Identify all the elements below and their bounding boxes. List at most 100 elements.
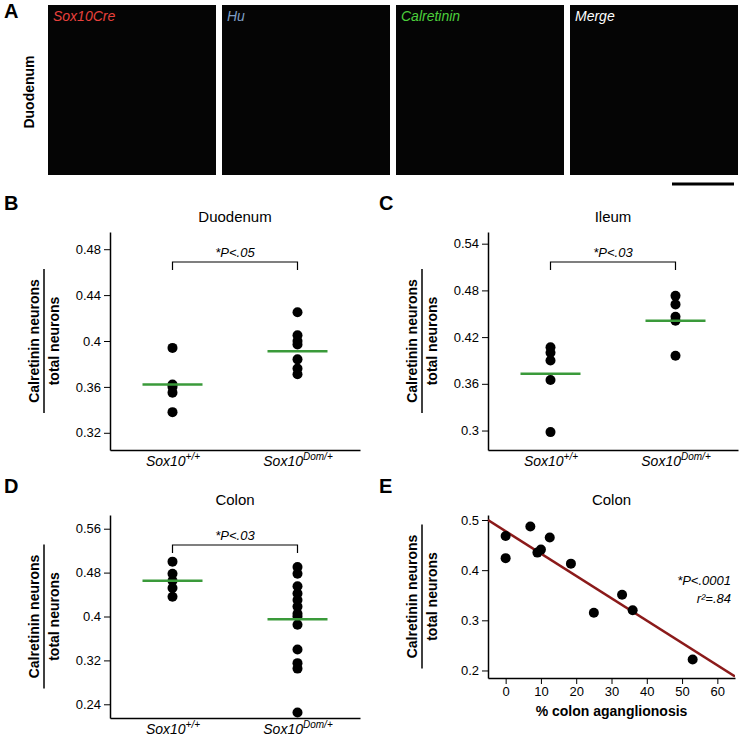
image-label: Merge: [575, 8, 615, 24]
data-point: [168, 388, 178, 398]
tick-mark: [104, 295, 110, 296]
plot-area: [488, 520, 735, 676]
tick-label: 0.4: [461, 563, 479, 578]
y-label-denominator: total neurons: [46, 572, 62, 661]
panel-label: B: [4, 192, 18, 214]
tick: 0.24: [76, 697, 110, 712]
tick: 0.54: [454, 236, 488, 251]
tick-label: 0.48: [76, 565, 101, 580]
y-label-denominator: total neurons: [424, 296, 440, 385]
y-axis-title: Calretinin neuronstotal neurons: [26, 269, 62, 413]
data-point: [671, 299, 681, 309]
tick-label: 0.42: [454, 330, 479, 345]
tick-mark: [482, 337, 488, 338]
chart-title: Ileum: [595, 208, 632, 225]
figure: ADuodenumSox10CreHuCalretininMergeBDuode…: [0, 0, 747, 739]
data-point: [671, 351, 681, 361]
tick: 0: [503, 678, 510, 699]
annotation: *P<.03: [593, 245, 633, 260]
mean-line: [143, 383, 203, 386]
tick-mark: [482, 670, 488, 671]
tick-label: 0.48: [76, 242, 101, 257]
tick: 0.36: [454, 376, 488, 391]
tick-mark: [482, 431, 488, 432]
tick-label: 0.24: [76, 697, 101, 712]
mean-line: [268, 350, 328, 353]
tick: Sox10+/+: [146, 450, 200, 469]
data-point: [168, 407, 178, 417]
data-point: [671, 291, 681, 301]
scale-bar: [672, 183, 734, 186]
y-axis-title: Calretinin neuronstotal neurons: [404, 525, 440, 669]
tick-label: Sox10+/+: [146, 719, 200, 737]
tick-mark: [576, 678, 577, 684]
tick-label: 60: [711, 684, 725, 699]
tick-label: Sox10Dom/+: [263, 719, 333, 737]
data-point: [168, 592, 178, 602]
data-point: [168, 557, 178, 567]
image-label: Sox10Cre: [53, 8, 115, 24]
tick: Sox10+/+: [146, 718, 200, 737]
tick: 0.5: [461, 513, 488, 528]
tick-mark: [612, 678, 613, 684]
tick: 0.48: [76, 242, 110, 257]
tick-mark: [506, 678, 507, 684]
plot-area: [143, 557, 328, 718]
data-point: [293, 354, 303, 364]
data-point: [546, 427, 556, 437]
fraction-bar: [421, 525, 423, 669]
y-label-numerator: Calretinin neurons: [404, 534, 420, 658]
tick: 0.4: [461, 563, 488, 578]
tick-label: 0.54: [454, 236, 479, 251]
tick-mark: [482, 520, 488, 521]
tick-label: Sox10Dom/+: [641, 451, 711, 469]
y-axis: 0.3 0.36 0.42 0.48 0.54: [454, 233, 489, 451]
x-axis: Sox10+/+ Sox10Dom/+: [111, 718, 361, 737]
tick: 0.32: [76, 425, 110, 440]
data-point: [545, 533, 555, 543]
annotation: *P<.03: [215, 528, 255, 543]
data-point: [293, 620, 303, 630]
x-axis: Sox10+/+ Sox10Dom/+: [111, 450, 361, 469]
tick-label: 10: [534, 684, 548, 699]
tick-mark: [104, 433, 110, 434]
tick-mark: [682, 678, 683, 684]
tick-mark: [482, 384, 488, 385]
tick-label: Sox10Dom/+: [263, 451, 333, 469]
y-axis: 0.20.30.40.5: [461, 513, 489, 679]
tick-mark: [104, 573, 110, 574]
tick-label: 20: [569, 684, 583, 699]
data-point: [168, 343, 178, 353]
data-point: [617, 590, 627, 600]
x-axis-title: % colon aganglionosis: [536, 703, 688, 719]
data-point: [293, 644, 303, 654]
mean-line: [143, 580, 203, 583]
mean-line: [268, 618, 328, 621]
chart-title: Duodenum: [198, 208, 271, 225]
tick: 0.42: [454, 330, 488, 345]
data-point: [501, 531, 511, 541]
chart-title: Colon: [592, 491, 631, 508]
tick-mark: [104, 249, 110, 250]
panel-label: D: [4, 475, 18, 497]
data-point: [293, 307, 303, 317]
data-point: [525, 522, 535, 532]
tick-mark: [482, 244, 488, 245]
data-point: [293, 664, 303, 674]
tick-label: 0.48: [454, 283, 479, 298]
data-point: [293, 569, 303, 579]
annotation: *P<.0001: [677, 573, 731, 588]
data-point: [501, 553, 511, 563]
significance-bracket: [173, 262, 298, 270]
tick-mark: [482, 620, 488, 621]
tick-label: 0.3: [461, 423, 479, 438]
tick-label: 0.44: [76, 288, 101, 303]
significance-bracket: [551, 262, 676, 270]
tick: 0.48: [76, 565, 110, 580]
data-point: [168, 583, 178, 593]
tick-mark: [717, 678, 718, 684]
y-label-numerator: Calretinin neurons: [26, 554, 42, 678]
tick-label: Sox10+/+: [524, 451, 578, 469]
tick: Sox10Dom/+: [641, 450, 711, 469]
tick: 20: [569, 678, 583, 699]
